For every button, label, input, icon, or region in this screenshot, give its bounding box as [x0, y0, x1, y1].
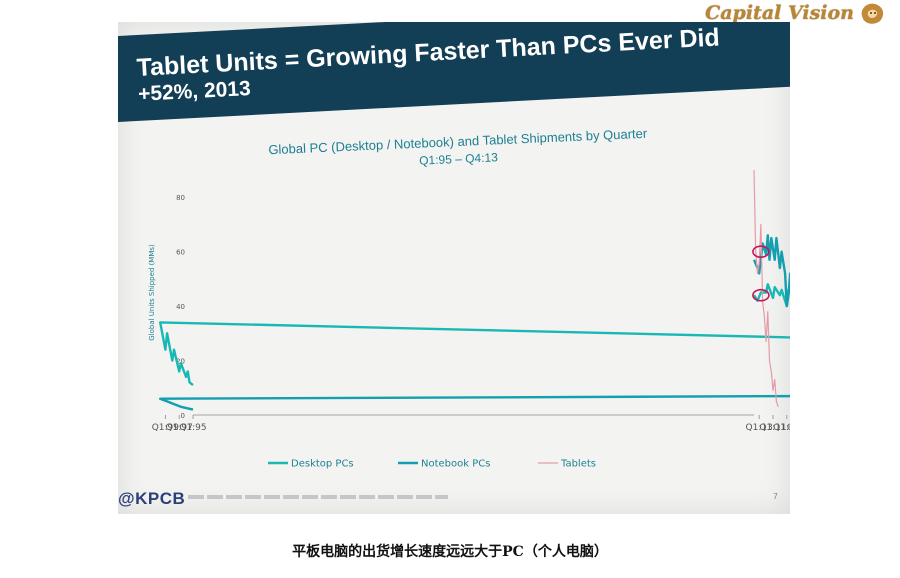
- highlight-circle: [752, 288, 770, 302]
- presentation-slide: Tablet Units = Growing Faster Than PCs E…: [118, 22, 790, 514]
- brand-wordmark: Capital Vision: [705, 2, 854, 24]
- page-number: 7: [772, 492, 778, 501]
- y-tick-label: 60: [176, 249, 185, 257]
- y-tick-label: 0: [181, 412, 185, 420]
- x-tick-label: Q1:95: [179, 423, 206, 433]
- x-tick-label: Q1:97: [166, 423, 193, 433]
- shipments-line-chart: Global PC (Desktop / Notebook) and Table…: [148, 126, 790, 470]
- series-line-tablets: [753, 169, 779, 407]
- caption-text: 平板电脑的出货增长速度远远大于PC（个人电脑）: [292, 544, 608, 560]
- legend-label: Tablets: [560, 459, 596, 470]
- chart-subtitle: Q1:95 – Q4:13: [419, 150, 499, 167]
- y-tick-label: 20: [176, 358, 185, 366]
- x-tick-label: Q1:09: [773, 423, 790, 433]
- x-tick-label: Q1:07: [787, 423, 790, 433]
- source-note-blurred: [188, 495, 448, 499]
- legend-label: Desktop PCs: [291, 459, 354, 470]
- highlight-circle: [752, 245, 770, 258]
- x-tick-label: Q1:11: [759, 423, 786, 433]
- series-line-desktop-pcs: [159, 283, 790, 387]
- legend-label: Notebook PCs: [421, 459, 490, 470]
- y-tick-label: 40: [176, 303, 185, 311]
- y-tick-label: 80: [176, 194, 185, 202]
- kpcb-logo: @KPCB: [118, 489, 186, 508]
- x-tick-label: Q1:99: [152, 423, 180, 433]
- x-tick-label: Q1:13: [746, 423, 773, 433]
- lion-logo-icon: [861, 3, 884, 24]
- series-line-notebook-pcs: [159, 234, 790, 411]
- y-axis-label: Global Units Shipped (MMs): [148, 244, 156, 341]
